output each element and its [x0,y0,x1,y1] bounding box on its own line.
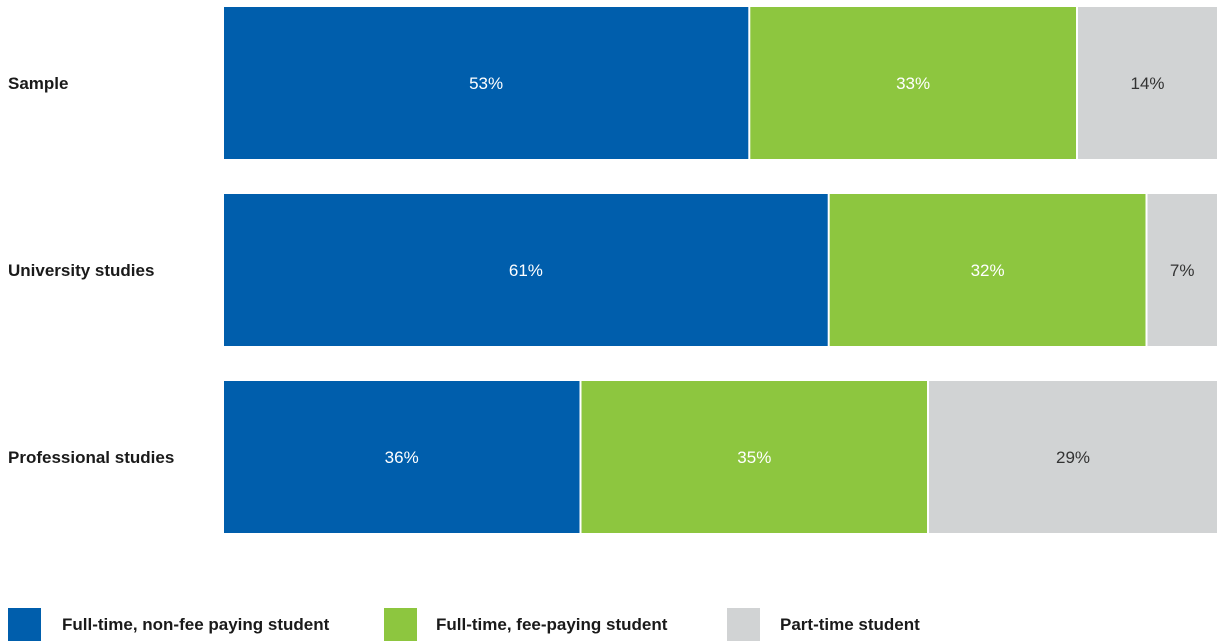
legend-swatch [8,608,41,641]
legend-label: Full-time, fee-paying student [436,615,668,634]
legend-label: Part-time student [780,615,920,634]
data-label: 32% [971,261,1005,280]
data-label: 14% [1130,74,1164,93]
bar-segment [829,194,1146,346]
data-label: 33% [896,74,930,93]
data-label: 53% [469,74,503,93]
legend: Full-time, non-fee paying student Full-ti… [8,608,920,641]
bar-segment [224,381,580,533]
bar-segment [581,381,927,533]
bar-segment [1147,194,1217,346]
data-label: 29% [1056,448,1090,467]
bar-segment [750,7,1076,159]
data-label: 35% [737,448,771,467]
category-label: University studies [8,261,154,280]
data-label: 61% [509,261,543,280]
data-label: 7% [1170,261,1195,280]
bar-segment [224,194,828,346]
bar-segment [929,381,1217,533]
bars-group: 53% 33% 14% 61% 32% 7% 36% 35% 29% [224,7,1217,533]
category-label: Sample [8,74,68,93]
category-labels: Sample University studies Professional stu… [8,74,174,467]
legend-label: Full-time, non-fee paying student [62,615,330,634]
data-label: 36% [385,448,419,467]
bar-segment [224,7,749,159]
legend-swatch [727,608,760,641]
category-label: Professional studies [8,448,174,467]
bar-segment [1078,7,1217,159]
legend-swatch [384,608,417,641]
